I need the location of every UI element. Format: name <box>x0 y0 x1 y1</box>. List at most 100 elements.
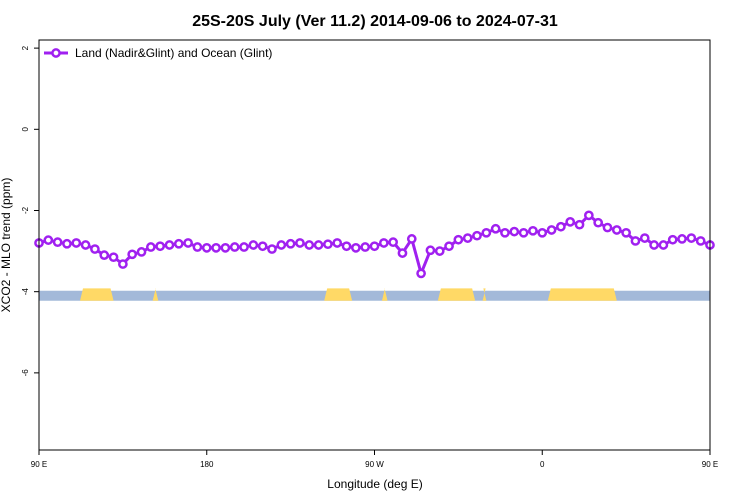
data-point <box>630 236 641 246</box>
x-tick-label: 90 E <box>702 460 718 469</box>
data-point <box>388 237 398 248</box>
data-point <box>229 242 240 252</box>
data-point <box>276 240 287 250</box>
data-point <box>351 242 361 253</box>
data-point <box>556 221 566 232</box>
data-point <box>453 234 464 245</box>
land-segment <box>152 288 159 301</box>
data-point <box>90 244 100 254</box>
data-point <box>183 238 193 248</box>
legend-marker <box>51 48 61 58</box>
data-point <box>332 238 343 248</box>
data-point <box>127 249 138 260</box>
data-point <box>211 242 221 253</box>
y-tick-label: -4 <box>21 288 30 296</box>
data-point <box>518 227 529 238</box>
data-point <box>602 222 613 233</box>
data-point <box>248 240 259 250</box>
data-point <box>201 242 212 253</box>
y-tick-label: -6 <box>21 369 30 377</box>
legend: Land (Nadir&Glint) and Ocean (Glint) <box>44 46 272 60</box>
data-point <box>136 247 147 257</box>
y-axis-label: XCO2 - MLO trend (ppm) <box>0 178 13 313</box>
data-point <box>472 230 482 241</box>
data-point <box>267 244 277 254</box>
data-point <box>593 217 604 228</box>
data-point <box>695 236 706 246</box>
land-segment <box>482 288 487 301</box>
data-point <box>416 268 426 279</box>
data-point <box>667 234 678 245</box>
data-point <box>658 240 669 250</box>
y-tick-label: -2 <box>21 206 30 214</box>
data-point <box>295 238 305 248</box>
land-segment <box>324 288 353 301</box>
surface-type-strip <box>39 288 710 301</box>
data-point <box>369 241 380 252</box>
data-point <box>155 241 166 252</box>
data-point <box>285 238 296 249</box>
data-point <box>118 259 128 269</box>
data-point <box>313 240 324 250</box>
data-point <box>43 235 54 245</box>
data-point <box>62 238 72 249</box>
y-tick-label: 2 <box>21 45 30 50</box>
data-point <box>528 225 538 236</box>
data-point <box>649 240 659 250</box>
data-point <box>444 241 454 252</box>
x-tick-label: 0 <box>540 460 545 469</box>
data-point <box>145 242 156 252</box>
land-segment <box>437 288 476 301</box>
data-point <box>425 245 436 256</box>
x-tick-label: 180 <box>200 460 214 469</box>
data-point <box>173 238 184 249</box>
data-point <box>341 241 352 252</box>
data-point <box>397 248 408 258</box>
x-tick-label: 90 W <box>365 460 384 469</box>
x-tick-label: 90 E <box>31 460 47 469</box>
land-segment <box>547 288 617 301</box>
data-point <box>677 234 687 244</box>
data-point <box>360 242 371 252</box>
data-point <box>323 239 333 250</box>
data-point <box>490 223 501 234</box>
data-point <box>583 210 594 221</box>
data-point <box>639 233 650 243</box>
data-point <box>565 217 576 227</box>
data-point <box>192 242 203 252</box>
data-point <box>99 250 110 260</box>
data-point <box>574 219 585 230</box>
data-point <box>546 225 557 235</box>
data-point <box>164 240 175 250</box>
data-point <box>71 238 82 248</box>
data-point <box>257 241 268 252</box>
legend-series-name: Land (Nadir&Glint) and Ocean (Glint) <box>75 46 272 60</box>
data-point <box>611 225 622 235</box>
data-point <box>686 233 697 243</box>
series-layer <box>34 210 715 279</box>
data-point <box>304 240 315 250</box>
data-point <box>80 240 91 250</box>
data-point <box>52 237 63 248</box>
y-axis: -6 -4 -2 0 2 <box>21 45 39 376</box>
data-point <box>434 246 445 256</box>
y-tick-label: 0 <box>21 127 30 132</box>
data-point <box>509 226 520 237</box>
ocean-strip <box>39 290 710 301</box>
data-point <box>500 227 510 238</box>
data-point <box>378 238 389 248</box>
data-point <box>537 227 548 238</box>
data-point <box>239 242 249 252</box>
data-point <box>108 252 119 263</box>
land-segment <box>80 288 114 301</box>
data-point <box>462 233 473 243</box>
data-point <box>220 242 231 253</box>
data-point <box>621 227 631 238</box>
land-segment <box>381 288 388 301</box>
x-axis-label: Longitude (deg E) <box>327 477 422 491</box>
data-point <box>481 227 492 238</box>
data-point <box>406 234 417 244</box>
chart-title: 25S-20S July (Ver 11.2) 2014-09-06 to 20… <box>192 13 558 30</box>
